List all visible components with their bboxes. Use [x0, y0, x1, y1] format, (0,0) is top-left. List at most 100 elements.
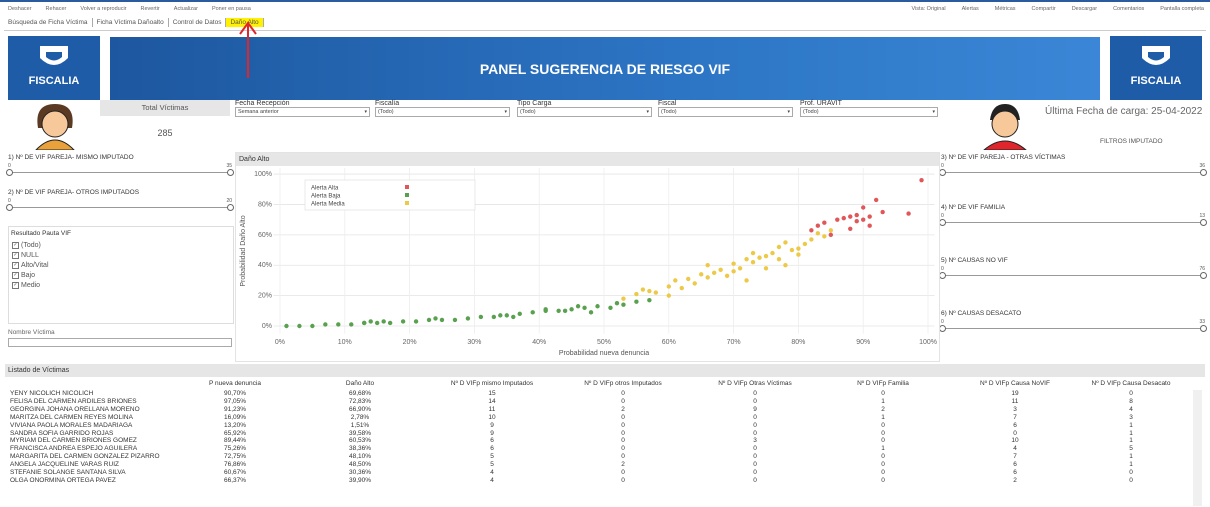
point: [861, 217, 865, 221]
filter-dropdown[interactable]: (Todo)▾: [800, 107, 938, 117]
toolbar-button[interactable]: Rehacer: [46, 6, 67, 12]
scrollbar[interactable]: [1193, 390, 1202, 506]
checkbox[interactable]: ✓: [12, 272, 19, 279]
row-name[interactable]: MARITZA DEL CARMEN REYES MOLINA: [10, 414, 133, 421]
toolbar-button[interactable]: Métricas: [995, 6, 1016, 12]
table-cell: 15: [432, 390, 552, 397]
toolbar-button[interactable]: Vista: Original: [912, 6, 946, 12]
slider-handle[interactable]: [939, 219, 946, 226]
point: [848, 227, 852, 231]
slider-handle[interactable]: [1200, 272, 1207, 279]
point: [770, 251, 774, 255]
point: [764, 254, 768, 258]
slider-handle[interactable]: [1200, 169, 1207, 176]
slider-track[interactable]: [941, 172, 1205, 173]
pauta-title: Resultado Pauta VIF: [9, 227, 233, 240]
toolbar-button[interactable]: Compartir: [1032, 6, 1056, 12]
point: [744, 257, 748, 261]
toolbar-button[interactable]: Descargar: [1072, 6, 1097, 12]
table-cell: 3: [695, 437, 815, 444]
table-cell: 39,58%: [300, 430, 420, 437]
point: [705, 263, 709, 267]
row-name[interactable]: FRANCISCA ANDREA ESPEJO AGUILERA: [10, 445, 137, 452]
toolbar-button[interactable]: Pantalla completa: [1160, 6, 1204, 12]
point: [349, 322, 353, 326]
table-cell: 0: [695, 453, 815, 460]
filter-dropdown[interactable]: (Todo)▾: [517, 107, 652, 117]
pauta-option[interactable]: ✓Bajo: [12, 270, 233, 280]
row-name[interactable]: GEORGINA JOHANA ORELLANA MORENO: [10, 406, 140, 413]
slider-track[interactable]: [941, 222, 1205, 223]
tab[interactable]: Ficha Víctima Dañoalto: [93, 18, 169, 27]
slider-handle[interactable]: [939, 272, 946, 279]
row-name[interactable]: OLGA ONORMINA ORTEGA PAVEZ: [10, 477, 116, 484]
pauta-option[interactable]: ✓Alto/Vital: [12, 260, 233, 270]
pauta-option[interactable]: ✓(Todo): [12, 240, 233, 250]
toolbar-button[interactable]: Deshacer: [8, 6, 32, 12]
row-name[interactable]: VIVIANA PAOLA MORALES MADARIAGA: [10, 422, 132, 429]
toolbar-button[interactable]: Volver a reproducir: [80, 6, 126, 12]
dropdown-arrow: ▾: [646, 108, 649, 116]
table-cell: 69,68%: [300, 390, 420, 397]
table-cell: 9: [695, 406, 815, 413]
row-name[interactable]: MARGARITA DEL CARMEN GONZALEZ PIZARRO: [10, 453, 160, 460]
slider-handle[interactable]: [227, 204, 234, 211]
column-header: Nº D VIFp mismo Imputados: [432, 380, 552, 387]
toolbar-button[interactable]: Comentarios: [1113, 6, 1144, 12]
checkbox[interactable]: ✓: [12, 262, 19, 269]
x-tick-label: 20%: [403, 339, 417, 346]
filter-dropdown[interactable]: (Todo)▾: [658, 107, 793, 117]
legend-label: Alerta Alta: [311, 186, 339, 192]
slider-handle[interactable]: [1200, 219, 1207, 226]
slider-handle[interactable]: [1200, 325, 1207, 332]
checkbox[interactable]: ✓: [12, 282, 19, 289]
point: [641, 287, 645, 291]
toolbar-button[interactable]: Actualizar: [174, 6, 198, 12]
scatter-chart: 0%20%40%60%80%100%0%10%20%30%40%50%60%70…: [235, 166, 938, 360]
name-input[interactable]: [8, 338, 232, 347]
row-name[interactable]: FELISA DEL CARMEN ARDILES BRIONES: [10, 398, 137, 405]
filter-dropdown[interactable]: (Todo)▾: [375, 107, 510, 117]
point: [718, 268, 722, 272]
row-name[interactable]: ANGELA JACQUELINE VARAS RUIZ: [10, 461, 119, 468]
page: Panel { "toolbar": {"left": ["Deshacer",…: [0, 0, 1210, 506]
table-cell: 0: [695, 414, 815, 421]
slider-range: 036: [941, 163, 1205, 170]
point: [654, 290, 658, 294]
logo-text: FISCALIA: [1110, 75, 1202, 87]
table-cell: 1: [1071, 437, 1191, 444]
checkbox[interactable]: ✓: [12, 242, 19, 249]
toolbar-button[interactable]: Poner en pausa: [212, 6, 251, 12]
slider-handle[interactable]: [939, 169, 946, 176]
slider-track[interactable]: [8, 172, 232, 173]
slider-handle[interactable]: [6, 204, 13, 211]
slider: 5) Nº CAUSAS NO VIF076: [941, 257, 1205, 297]
table-cell: 65,92%: [175, 430, 295, 437]
row-name[interactable]: YENY NICOLICH NICOLICH: [10, 390, 93, 397]
slider-track[interactable]: [941, 328, 1205, 329]
point: [284, 324, 288, 328]
point: [401, 319, 405, 323]
pauta-option[interactable]: ✓NULL: [12, 250, 233, 260]
row-name[interactable]: SANDRA SOFIA GARRIDO ROJAS: [10, 430, 113, 437]
filter: Fiscalía(Todo)▾: [375, 100, 510, 117]
slider-title: 1) Nº DE VIF PAREJA- MISMO IMPUTADO: [8, 154, 232, 161]
tab[interactable]: Control de Datos: [169, 18, 227, 27]
point: [822, 234, 826, 238]
slider-track[interactable]: [8, 207, 232, 208]
table-cell: 66,37%: [175, 477, 295, 484]
row-name[interactable]: MYRIAM DEL CARMEN BRIONES GOMEZ: [10, 437, 137, 444]
checkbox[interactable]: ✓: [12, 252, 19, 259]
slider-handle[interactable]: [6, 169, 13, 176]
toolbar-button[interactable]: Alertas: [962, 6, 979, 12]
filter-dropdown[interactable]: Semana anterior▾: [235, 107, 370, 117]
dropdown-arrow: ▾: [932, 108, 935, 116]
slider-handle[interactable]: [227, 169, 234, 176]
row-name[interactable]: STEFANIE SOLANGE SANTANA SILVA: [10, 469, 126, 476]
tab[interactable]: Búsqueda de Ficha Víctima: [4, 18, 93, 27]
point: [569, 307, 573, 311]
pauta-option[interactable]: ✓Medio: [12, 280, 233, 290]
toolbar-button[interactable]: Revertir: [141, 6, 160, 12]
slider-track[interactable]: [941, 275, 1205, 276]
slider-handle[interactable]: [939, 325, 946, 332]
